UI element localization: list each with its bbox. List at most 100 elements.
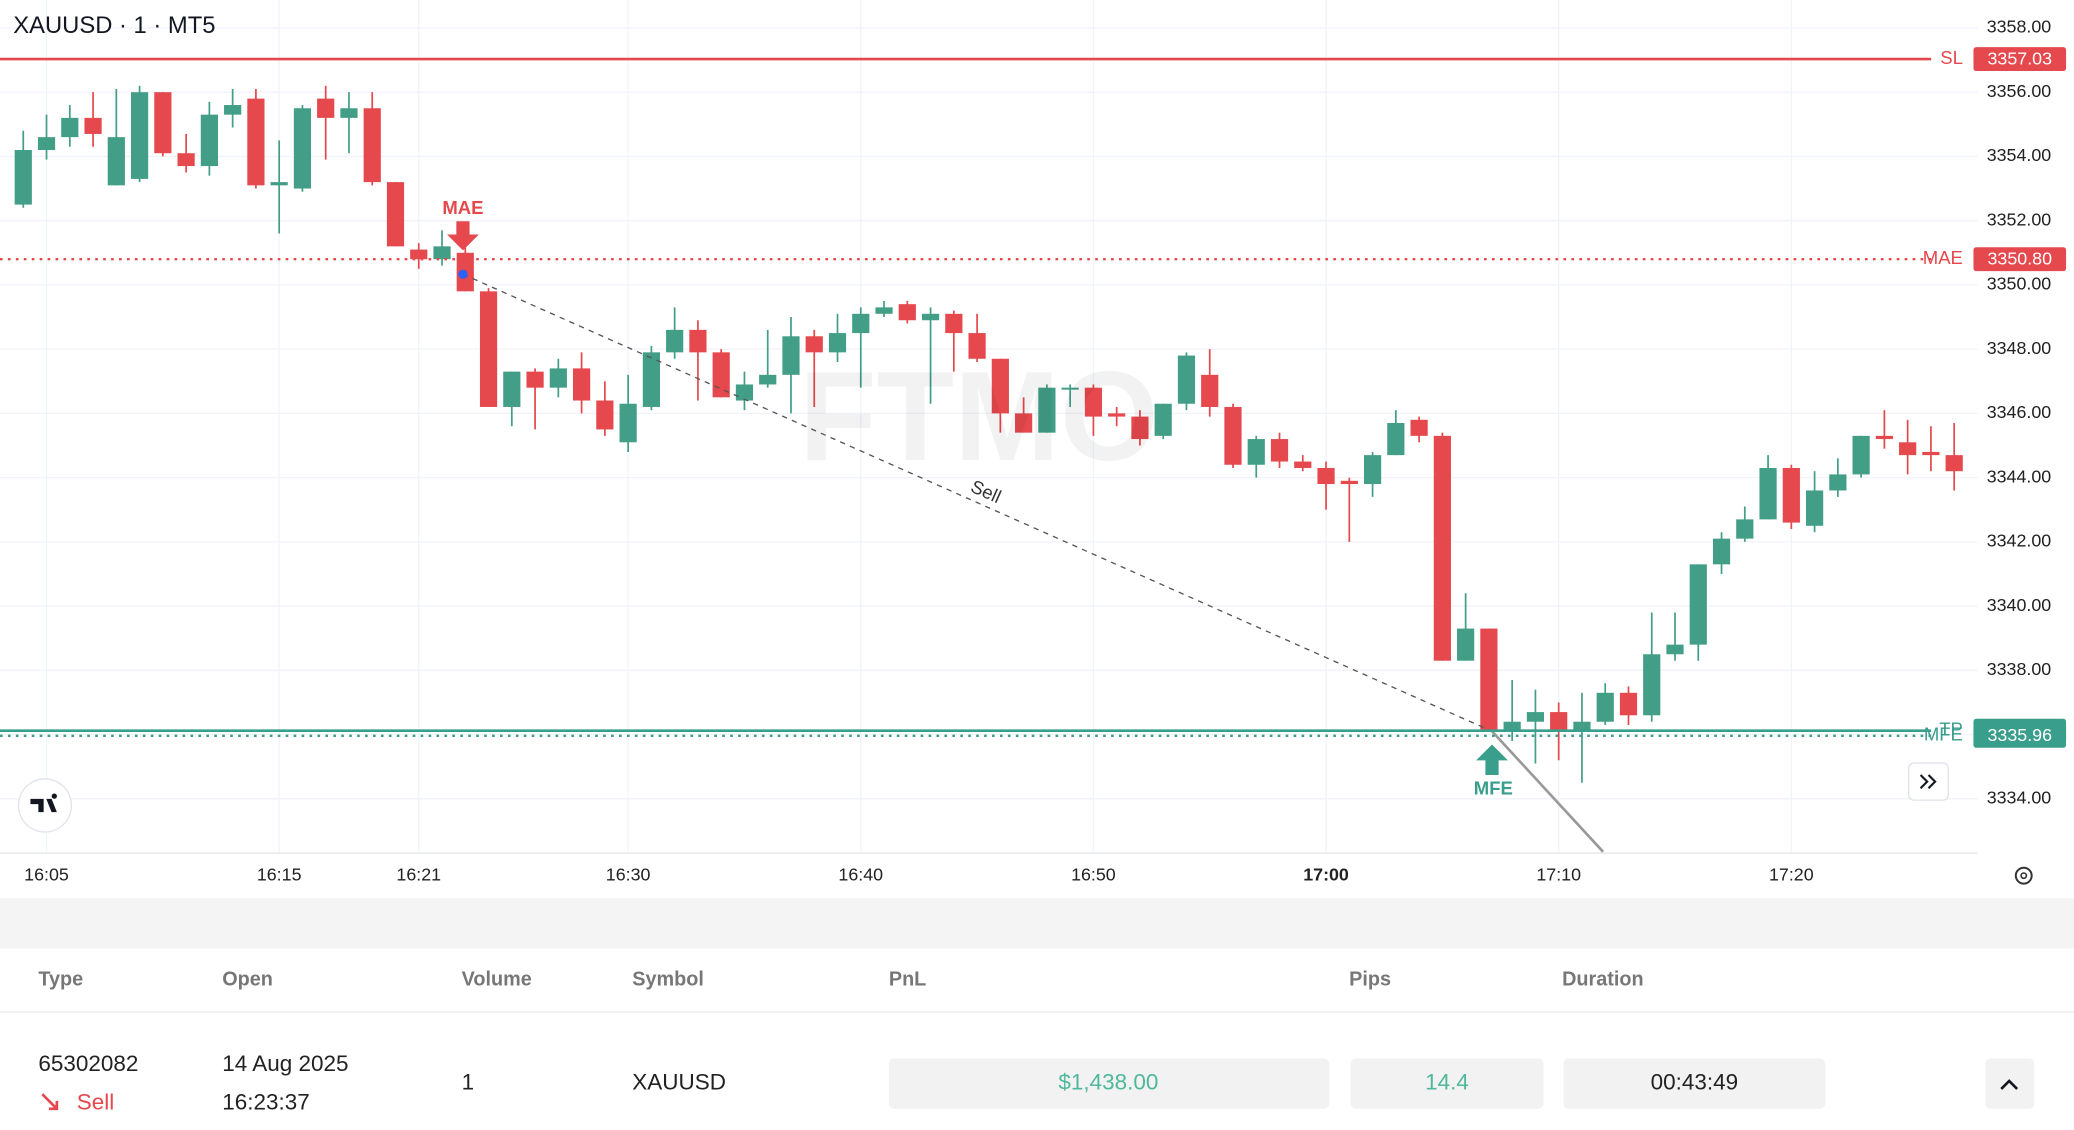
y-tick-label: 3338.00 <box>1987 659 2052 679</box>
trade-line-ext <box>1491 730 1605 853</box>
candle-body <box>1038 387 1056 433</box>
candle-body <box>1875 435 1893 440</box>
x-tick-label: 17:20 <box>1769 864 1814 884</box>
candle-body <box>619 403 637 443</box>
candle-body <box>1782 467 1800 523</box>
table-header: Type Open Volume Symbol PnL Pips Duration <box>38 969 1643 991</box>
candle-body <box>1084 387 1103 417</box>
trade-side: Sell <box>77 1089 115 1114</box>
collapse-icon <box>2000 1079 2019 1090</box>
candle-body <box>526 371 544 388</box>
candle-body <box>1573 721 1591 732</box>
y-tick-label: 3358.00 <box>1987 17 2052 37</box>
x-tick-label: 17:10 <box>1536 864 1581 884</box>
candle-body <box>433 246 451 260</box>
candle-body <box>1224 406 1242 465</box>
x-tick-label: 16:05 <box>24 864 69 884</box>
candle-body <box>1410 419 1428 436</box>
level-name: TP <box>1939 719 1963 740</box>
candle-body <box>1619 692 1638 716</box>
candle-body <box>549 368 567 388</box>
level-price: 3335.96 <box>1988 725 2053 745</box>
pnl: $1,438.00 <box>1058 1070 1158 1095</box>
candle-body <box>386 182 405 247</box>
candle-body <box>61 117 79 138</box>
candle-body <box>1247 439 1265 465</box>
candle-body <box>1154 403 1172 436</box>
y-tick-label: 3350.00 <box>1987 274 2052 294</box>
candle-body <box>200 114 218 167</box>
candle-body <box>247 98 265 186</box>
column-header: Volume <box>462 969 532 991</box>
candle-body <box>107 137 125 186</box>
column-header: Open <box>222 969 273 991</box>
x-tick-label: 16:21 <box>396 864 441 884</box>
settings-icon[interactable] <box>2014 866 2033 885</box>
level-price: 3350.80 <box>1988 249 2053 269</box>
open-date: 14 Aug 2025 <box>222 1051 348 1076</box>
x-tick-label: 17:00 <box>1303 864 1349 884</box>
candle-body <box>1363 455 1382 485</box>
candle-body <box>1899 442 1917 456</box>
column-header: Symbol <box>632 969 704 991</box>
candle-body <box>759 374 777 385</box>
candle-body <box>130 92 149 179</box>
candle-body <box>1457 628 1475 661</box>
candle-body <box>828 333 847 353</box>
column-header: PnL <box>889 969 926 991</box>
candle-body <box>573 368 591 401</box>
candle-body <box>14 149 32 205</box>
candle-body <box>689 329 707 353</box>
y-tick-label: 3334.00 <box>1987 788 2052 808</box>
level-name: SL <box>1940 47 1963 68</box>
panel-band <box>0 898 2074 949</box>
candle-body <box>479 291 498 407</box>
candle-body <box>270 182 288 186</box>
candle-body <box>642 352 660 407</box>
candle-body <box>921 313 940 321</box>
y-tick-label: 3344.00 <box>1987 466 2052 486</box>
candle-body <box>1852 435 1870 475</box>
candle-body <box>1922 451 1940 456</box>
tv-logo[interactable] <box>17 778 73 833</box>
candle-body <box>852 313 870 334</box>
candle-body <box>782 336 800 375</box>
candle-body <box>154 92 172 154</box>
candle-body <box>1805 490 1824 526</box>
level-price: 3357.03 <box>1988 48 2053 68</box>
candle-body <box>1061 387 1079 390</box>
candle-body <box>317 98 335 118</box>
candle-body <box>1131 416 1149 440</box>
candle-body <box>1480 628 1498 732</box>
candle-body <box>666 329 684 353</box>
candle-body <box>224 105 242 115</box>
candle-body <box>177 153 195 167</box>
candle-body <box>712 352 730 398</box>
entry-dot <box>458 269 468 279</box>
candle-body <box>1015 413 1033 433</box>
candle-body <box>1340 480 1358 485</box>
candle-body <box>1294 461 1312 468</box>
tv-logo-mark <box>30 793 57 813</box>
candle-body <box>1177 355 1196 404</box>
candle-body <box>735 384 754 401</box>
candle-body <box>968 333 986 359</box>
y-tick-label: 3346.00 <box>1987 402 2052 422</box>
open-time: 16:23:37 <box>222 1089 310 1114</box>
volume: 1 <box>462 1070 475 1095</box>
collapse-button[interactable] <box>1985 1058 2035 1109</box>
settings-icon-inner <box>2020 872 2028 880</box>
x-tick-label: 16:15 <box>257 864 302 884</box>
y-tick-label: 3340.00 <box>1987 595 2052 615</box>
level-name: MFE <box>1924 724 1963 745</box>
candle-body <box>293 108 312 189</box>
mfe-label: MFE <box>1474 777 1513 798</box>
mae-label: MAE <box>442 197 483 218</box>
candle-body <box>340 108 358 118</box>
y-tick-label: 3348.00 <box>1987 338 2052 358</box>
trade-line <box>462 273 1493 732</box>
sell-icon <box>41 1093 59 1111</box>
candle-body <box>410 249 428 260</box>
y-tick-label: 3356.00 <box>1987 81 2052 101</box>
